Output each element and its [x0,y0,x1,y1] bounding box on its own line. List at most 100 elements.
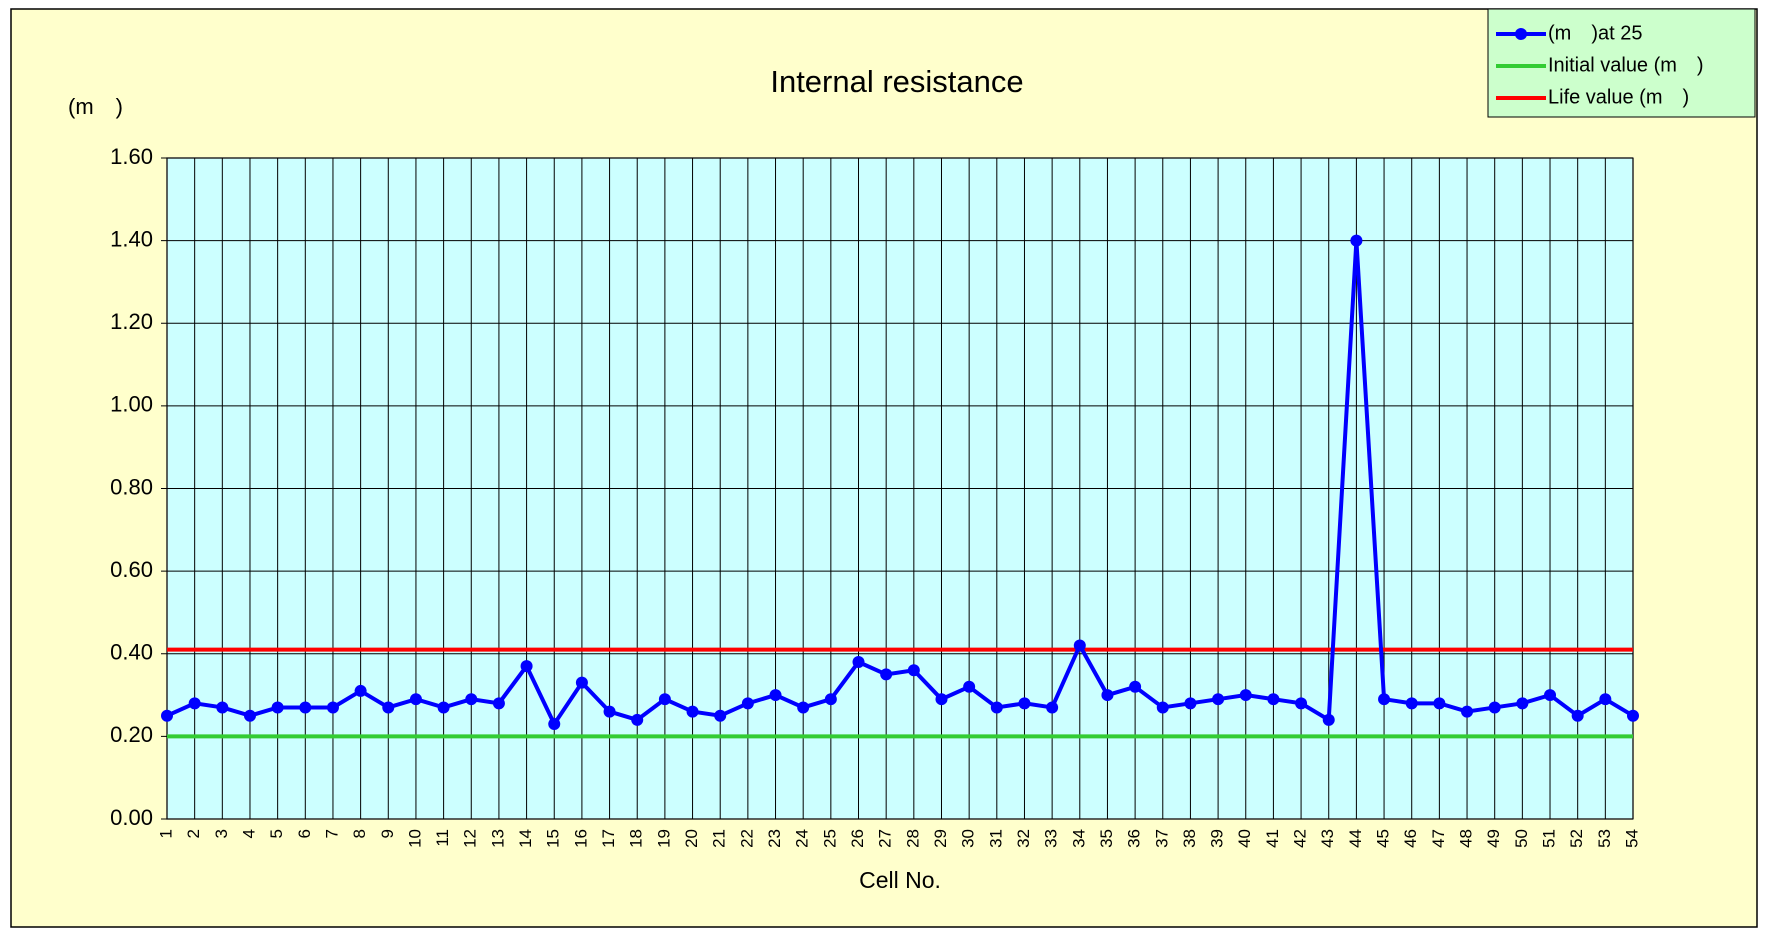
x-tick-label: 26 [848,829,867,848]
x-tick-label: 39 [1208,829,1227,848]
point [658,693,671,706]
point [1239,689,1252,702]
legend-label: Initial value (m ) [1548,54,1704,76]
point [1516,697,1529,710]
point [907,664,920,677]
point [1129,680,1142,693]
y-tick-label: 0.80 [110,474,153,499]
x-tick-label: 15 [544,829,563,848]
point [548,717,561,730]
point [1571,709,1584,722]
point [1488,701,1501,714]
y-tick-label: 0.00 [110,805,153,830]
x-tick-label: 36 [1125,829,1144,848]
x-tick-label: 25 [820,829,839,848]
point [243,709,256,722]
point [1295,697,1308,710]
x-tick-label: 9 [378,829,397,838]
point [935,693,948,706]
point [963,680,976,693]
x-tick-label: 19 [654,829,673,848]
point [299,701,312,714]
point [824,693,837,706]
x-tick-label: 50 [1512,829,1531,848]
point [1433,697,1446,710]
x-tick-label: 7 [322,829,341,838]
point [1212,693,1225,706]
x-tick-label: 42 [1291,829,1310,848]
x-tick-label: 52 [1567,829,1586,848]
point [520,660,533,673]
point [880,668,893,681]
x-tick-label: 40 [1235,829,1254,848]
point [437,701,450,714]
x-tick-label: 35 [1097,829,1116,848]
point [603,705,616,718]
x-tick-label: 21 [710,829,729,848]
y-tick-label: 1.00 [110,392,153,417]
point [575,676,588,689]
x-tick-label: 5 [267,829,286,838]
x-tick-label: 53 [1595,829,1614,848]
point [797,701,810,714]
x-tick-label: 18 [627,829,646,848]
point [409,693,422,706]
x-tick-label: 13 [488,829,507,848]
point [686,705,699,718]
x-tick-label: 6 [295,829,314,838]
y-tick-label: 0.20 [110,722,153,747]
x-tick-label: 37 [1152,829,1171,848]
point [1405,697,1418,710]
legend-marker [1515,28,1527,40]
point [1101,689,1114,702]
x-tick-label: 51 [1540,829,1559,848]
x-tick-label: 33 [1042,829,1061,848]
x-tick-label: 16 [571,829,590,848]
point [1627,709,1639,722]
chart-title: Internal resistance [770,64,1023,99]
point [1599,693,1612,706]
x-tick-label: 2 [184,829,203,838]
point [492,697,505,710]
x-tick-label: 47 [1429,829,1448,848]
point [1544,689,1557,702]
x-tick-label: 17 [599,829,618,848]
point [465,693,478,706]
point [631,713,644,726]
x-tick-label: 14 [516,829,535,848]
x-tick-label: 34 [1069,829,1088,848]
x-tick-label: 54 [1622,829,1641,848]
x-tick-label: 1 [156,829,175,838]
x-tick-label: 3 [212,829,231,838]
x-tick-label: 11 [433,829,452,847]
x-tick-label: 43 [1318,829,1337,848]
x-tick-label: 44 [1346,829,1365,848]
point [990,701,1003,714]
y-axis-label: (m ) [68,94,123,119]
point [741,697,754,710]
x-tick-label: 49 [1484,829,1503,848]
x-tick-label: 28 [903,829,922,848]
x-tick-label: 32 [1014,829,1033,848]
x-tick-label: 10 [405,829,424,848]
x-tick-label: 20 [682,829,701,848]
point [1322,713,1335,726]
x-tick-label: 45 [1374,829,1393,848]
y-tick-label: 1.40 [110,226,153,251]
x-tick-label: 48 [1457,829,1476,848]
x-tick-label: 4 [239,829,258,838]
x-tick-label: 27 [876,829,895,848]
y-tick-label: 0.40 [110,640,153,665]
point [1046,701,1059,714]
point [1350,234,1363,247]
point [1156,701,1169,714]
point [769,689,782,702]
x-tick-label: 8 [350,829,369,838]
legend-label: (m )at 25 [1548,22,1642,44]
y-tick-label: 1.60 [110,144,153,169]
x-tick-label: 22 [737,829,756,848]
x-tick-label: 46 [1401,829,1420,848]
point [382,701,395,714]
point [714,709,727,722]
